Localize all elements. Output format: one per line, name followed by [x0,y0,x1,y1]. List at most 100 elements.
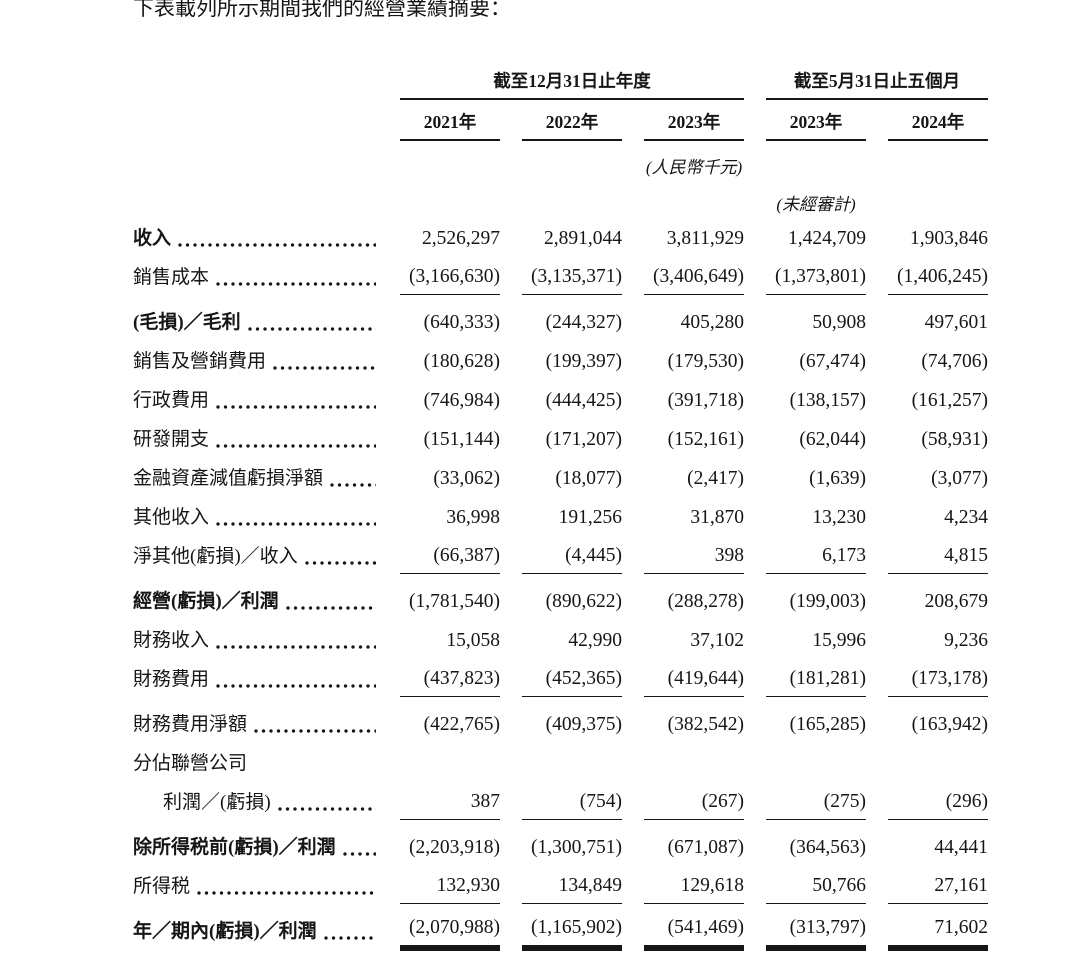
table-row: 分佔聯營公司 [133,742,1080,781]
row-label: 銷售成本 [133,267,210,288]
value-cell-2024-interim: 208,679 [924,591,988,612]
dot-leader [216,444,376,448]
value-cell-2022: (452,365) [522,668,622,697]
row-label-cell: (毛損)／毛利 [133,307,378,340]
value-cell-2023-interim: 13,230 [812,507,866,528]
value-cell-2024-interim: (296) [888,791,988,820]
row-label: 財務費用淨額 [133,714,248,735]
dot-leader [216,522,376,526]
table-row: 除所得税前(虧損)／利潤 (2,203,918) (1,300,751) (67… [133,826,1080,865]
row-label: 利潤／(虧損) [163,792,271,813]
value-cell-2022: (444,425) [545,390,622,411]
row-label-cell: 金融資產減值虧損淨額 [133,463,378,496]
value-cell-2023: (541,469) [644,917,744,951]
value-cell-2023: 405,280 [680,312,744,333]
row-label-cell: 收入 [133,223,378,256]
dot-leader [323,936,376,940]
value-cell-2024-interim: 497,601 [924,312,988,333]
col-header-2022: 2022年 [522,100,622,141]
row-label: 所得税 [133,876,191,897]
value-cell-2023-interim: (1,373,801) [766,266,866,295]
row-label: 銷售及營銷費用 [133,351,267,372]
value-cell-2024-interim: 4,815 [888,545,988,574]
value-cell-2024-interim: (163,942) [911,714,988,735]
value-cell-2022 [522,775,622,781]
value-cell-2023: 398 [644,545,744,574]
value-cell-2023: (671,087) [667,837,744,858]
row-label-cell: 分佔聯營公司 [133,748,378,781]
table-row: 所得税 132,930 134,849 129,618 50,766 27,16… [133,865,1080,904]
row-label: 財務費用 [133,669,210,690]
value-cell-2024-interim [888,775,988,781]
col-header-2023: 2023年 [644,100,744,141]
value-cell-2021: (33,062) [433,468,500,489]
value-cell-2024-interim: 9,236 [944,630,988,651]
value-cell-2023: (179,530) [667,351,744,372]
year-header-row: 2021年 2022年 2023年 2023年 2024年 [133,100,1080,141]
table-row: 研發開支 (151,144) (171,207) (152,161) (62,0… [133,418,1080,457]
value-cell-2023-interim: 50,766 [766,875,866,904]
value-cell-2022: (199,397) [545,351,622,372]
dot-leader [304,561,376,565]
dot-leader [216,684,376,688]
value-cell-2021: (437,823) [400,668,500,697]
value-cell-2021: (1,781,540) [409,591,500,612]
dot-leader [197,891,376,895]
value-cell-2022: (18,077) [555,468,622,489]
value-cell-2023 [644,775,744,781]
value-cell-2022: (1,300,751) [531,837,622,858]
row-label-cell: 財務收入 [133,625,378,658]
unaudited-note-row: (未經審計) [133,190,1080,215]
table-row: 淨其他(虧損)／收入 (66,387) (4,445) 398 6,173 4,… [133,535,1080,574]
value-cell-2023-interim: 15,996 [812,630,866,651]
value-cell-2021: (746,984) [423,390,500,411]
dot-leader [273,366,376,370]
value-cell-2023: (288,278) [667,591,744,612]
currency-note: (人民幣千元) [645,158,743,177]
value-cell-2024-interim: (173,178) [888,668,988,697]
header-spacer [133,100,378,141]
value-cell-2023-interim: (62,044) [799,429,866,450]
value-cell-2024-interim: (58,931) [921,429,988,450]
value-cell-2022: 191,256 [558,507,622,528]
value-cell-2021: 387 [400,791,500,820]
value-cell-2023-interim: 50,908 [812,312,866,333]
table-row: 銷售成本 (3,166,630) (3,135,371) (3,406,649)… [133,256,1080,295]
value-cell-2023-interim: (364,563) [789,837,866,858]
table-row: 利潤／(虧損) 387 (754) (267) (275) (296) [133,781,1080,820]
col-header-2024-interim: 2024年 [888,100,988,141]
value-cell-2023-interim: 1,424,709 [788,228,866,249]
value-cell-2022: (754) [522,791,622,820]
value-cell-2024-interim: (1,406,245) [888,266,988,295]
value-cell-2024-interim: 4,234 [944,507,988,528]
row-label-cell: 其他收入 [133,502,378,535]
value-cell-2024-interim: (74,706) [921,351,988,372]
value-cell-2022: 42,990 [568,630,622,651]
value-cell-2023: 3,811,929 [666,228,744,249]
row-label: 金融資產減值虧損淨額 [133,468,324,489]
row-label-cell: 除所得税前(虧損)／利潤 [133,832,378,865]
value-cell-2022: (244,327) [545,312,622,333]
col-group-year-ended-dec31: 截至12月31日止年度 [400,68,744,100]
value-cell-2023-interim [766,775,866,781]
row-label: 除所得税前(虧損)／利潤 [133,837,336,858]
table-row: 財務費用 (437,823) (452,365) (419,644) (181,… [133,658,1080,697]
row-label-cell: 利潤／(虧損) [133,787,378,820]
value-cell-2023-interim: (199,003) [789,591,866,612]
value-cell-2021: (66,387) [400,545,500,574]
value-cell-2023-interim: (165,285) [789,714,866,735]
row-label-cell: 財務費用 [133,664,378,697]
value-cell-2023-interim: (181,281) [766,668,866,697]
table-row: 財務費用淨額 (422,765) (409,375) (382,542) (16… [133,703,1080,742]
value-cell-2023: (419,644) [644,668,744,697]
value-cell-2022: 134,849 [522,875,622,904]
value-cell-2021: (2,070,988) [400,917,500,951]
value-cell-2022: (3,135,371) [522,266,622,295]
value-cell-2021: (151,144) [423,429,500,450]
row-label: 財務收入 [133,630,210,651]
value-cell-2023: 31,870 [690,507,744,528]
col-header-2023-interim: 2023年 [766,100,866,141]
row-label-cell: 銷售及營銷費用 [133,346,378,379]
value-cell-2023: 129,618 [644,875,744,904]
table-row: 財務收入 15,058 42,990 37,102 15,996 9,236 [133,619,1080,658]
